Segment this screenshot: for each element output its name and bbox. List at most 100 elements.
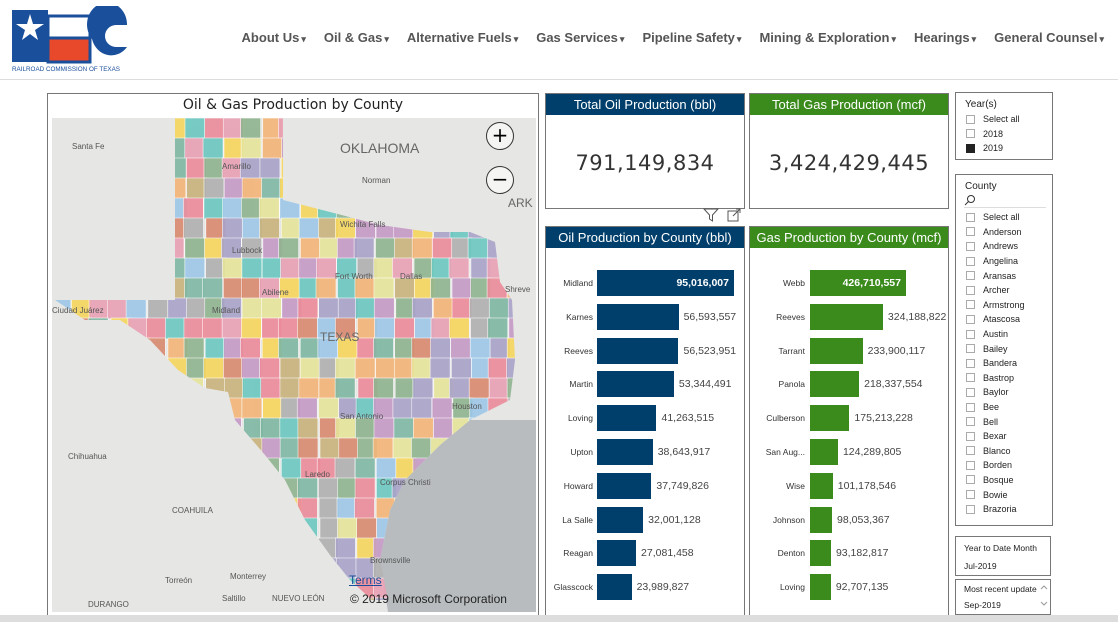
nav-general-counsel[interactable]: General Counsel xyxy=(994,30,1104,45)
county-option[interactable]: Bee xyxy=(956,400,1052,415)
bar[interactable] xyxy=(810,303,883,330)
county-option[interactable]: Atascosa xyxy=(956,312,1052,327)
bar[interactable] xyxy=(810,405,850,432)
bar-row[interactable]: Wise 101,178,546 xyxy=(750,472,948,499)
checkbox[interactable] xyxy=(966,490,975,500)
checkbox[interactable] xyxy=(966,504,975,514)
scroll-arrows-icon[interactable] xyxy=(1040,583,1048,609)
bar-row[interactable]: Culberson 175,213,228 xyxy=(750,405,948,432)
nav-alternative-fuels[interactable]: Alternative Fuels xyxy=(407,30,518,45)
map-canvas[interactable]: OKLAHOMA TEXAS ARK Santa Fe Amarillo Norman Wi… xyxy=(52,118,536,612)
checkbox[interactable] xyxy=(966,212,975,222)
checkbox[interactable] xyxy=(966,446,975,456)
bar[interactable] xyxy=(597,337,679,364)
checkbox[interactable] xyxy=(966,417,975,427)
county-option[interactable]: Andrews xyxy=(956,239,1052,254)
bar[interactable] xyxy=(597,540,637,567)
bar[interactable] xyxy=(597,371,674,398)
bar[interactable] xyxy=(810,439,838,465)
year-option[interactable]: Select all xyxy=(956,112,1052,127)
bar-row[interactable]: Loving 41,263,515 xyxy=(546,405,744,432)
bar-row[interactable]: Glasscock 23,989,827 xyxy=(546,574,744,601)
checkbox[interactable] xyxy=(966,241,975,251)
nav-hearings[interactable]: Hearings xyxy=(914,30,976,45)
county-option[interactable]: Aransas xyxy=(956,268,1052,283)
county-option[interactable]: Bexar xyxy=(956,429,1052,444)
bar-row[interactable]: Reagan 27,081,458 xyxy=(546,540,744,567)
county-option[interactable]: Archer xyxy=(956,283,1052,298)
checkbox[interactable] xyxy=(966,460,975,470)
checkbox[interactable] xyxy=(966,314,975,324)
checkbox[interactable] xyxy=(966,143,975,153)
nav-mining-exploration[interactable]: Mining & Exploration xyxy=(759,30,896,45)
bar[interactable] xyxy=(597,303,679,330)
county-option[interactable]: Bandera xyxy=(956,356,1052,371)
county-option[interactable]: Baylor xyxy=(956,385,1052,400)
nav-about-us[interactable]: About Us xyxy=(242,30,306,45)
checkbox[interactable] xyxy=(966,344,975,354)
focus-mode-icon[interactable] xyxy=(727,207,741,226)
county-search[interactable] xyxy=(964,194,1046,208)
county-option[interactable]: Brazoria xyxy=(956,502,1052,517)
bar-row[interactable]: Panola 218,337,554 xyxy=(750,371,948,398)
bar[interactable] xyxy=(597,506,644,533)
checkbox[interactable] xyxy=(966,402,975,412)
checkbox[interactable] xyxy=(966,387,975,397)
checkbox[interactable] xyxy=(966,300,975,310)
bar[interactable] xyxy=(810,574,831,601)
rrc-logo[interactable]: RAILROAD COMMISSION OF TEXAS xyxy=(12,2,128,74)
county-option[interactable]: Borden xyxy=(956,458,1052,473)
nav-oil-gas[interactable]: Oil & Gas xyxy=(324,30,389,45)
bar-row[interactable]: Johnson 98,053,367 xyxy=(750,506,948,533)
county-option[interactable]: Select all xyxy=(956,210,1052,225)
zoom-in-button[interactable]: + xyxy=(486,122,514,150)
checkbox[interactable] xyxy=(966,373,975,383)
county-option[interactable]: Armstrong xyxy=(956,298,1052,313)
bar-row[interactable]: Denton 93,182,817 xyxy=(750,540,948,567)
county-option[interactable]: Bastrop xyxy=(956,371,1052,386)
bar[interactable] xyxy=(810,540,831,567)
bar-row[interactable]: Upton 38,643,917 xyxy=(546,439,744,465)
bar[interactable] xyxy=(597,405,657,432)
year-option[interactable]: 2019 xyxy=(956,141,1052,156)
county-option[interactable]: Blanco xyxy=(956,444,1052,459)
county-option[interactable]: Bosque xyxy=(956,473,1052,488)
checkbox[interactable] xyxy=(966,431,975,441)
bar-row[interactable]: Loving 92,707,135 xyxy=(750,574,948,601)
bar[interactable] xyxy=(597,439,653,465)
checkbox[interactable] xyxy=(966,285,975,295)
bar[interactable] xyxy=(597,270,734,296)
county-option[interactable]: Anderson xyxy=(956,225,1052,240)
bar-row[interactable]: Midland 95,016,007 xyxy=(546,270,744,296)
checkbox[interactable] xyxy=(966,256,975,266)
county-option[interactable]: Bowie xyxy=(956,487,1052,502)
horizontal-scrollbar[interactable] xyxy=(0,615,1118,622)
bar[interactable] xyxy=(810,472,833,499)
checkbox[interactable] xyxy=(966,475,975,485)
bar[interactable] xyxy=(810,270,906,296)
bar[interactable] xyxy=(810,506,833,533)
county-option[interactable]: Austin xyxy=(956,327,1052,342)
nav-gas-services[interactable]: Gas Services xyxy=(536,30,624,45)
nav-pipeline-safety[interactable]: Pipeline Safety xyxy=(642,30,741,45)
bar-row[interactable]: Webb 426,710,557 xyxy=(750,270,948,296)
checkbox[interactable] xyxy=(966,271,975,281)
bar-row[interactable]: Martin 53,344,491 xyxy=(546,371,744,398)
checkbox[interactable] xyxy=(966,114,975,124)
bar[interactable] xyxy=(810,371,860,398)
bar[interactable] xyxy=(810,337,863,364)
zoom-out-button[interactable]: − xyxy=(486,166,514,194)
bar-row[interactable]: Karnes 56,593,557 xyxy=(546,303,744,330)
county-option[interactable]: Angelina xyxy=(956,254,1052,269)
checkbox[interactable] xyxy=(966,129,975,139)
checkbox[interactable] xyxy=(966,329,975,339)
bar-row[interactable]: La Salle 32,001,128 xyxy=(546,506,744,533)
bar-row[interactable]: Reeves 324,188,822 xyxy=(750,303,948,330)
bar-row[interactable]: Howard 37,749,826 xyxy=(546,472,744,499)
bar[interactable] xyxy=(597,472,652,499)
checkbox[interactable] xyxy=(966,358,975,368)
bar[interactable] xyxy=(597,574,632,601)
county-option[interactable]: Bell xyxy=(956,414,1052,429)
year-option[interactable]: 2018 xyxy=(956,127,1052,142)
terms-link[interactable]: Terms xyxy=(349,573,382,587)
